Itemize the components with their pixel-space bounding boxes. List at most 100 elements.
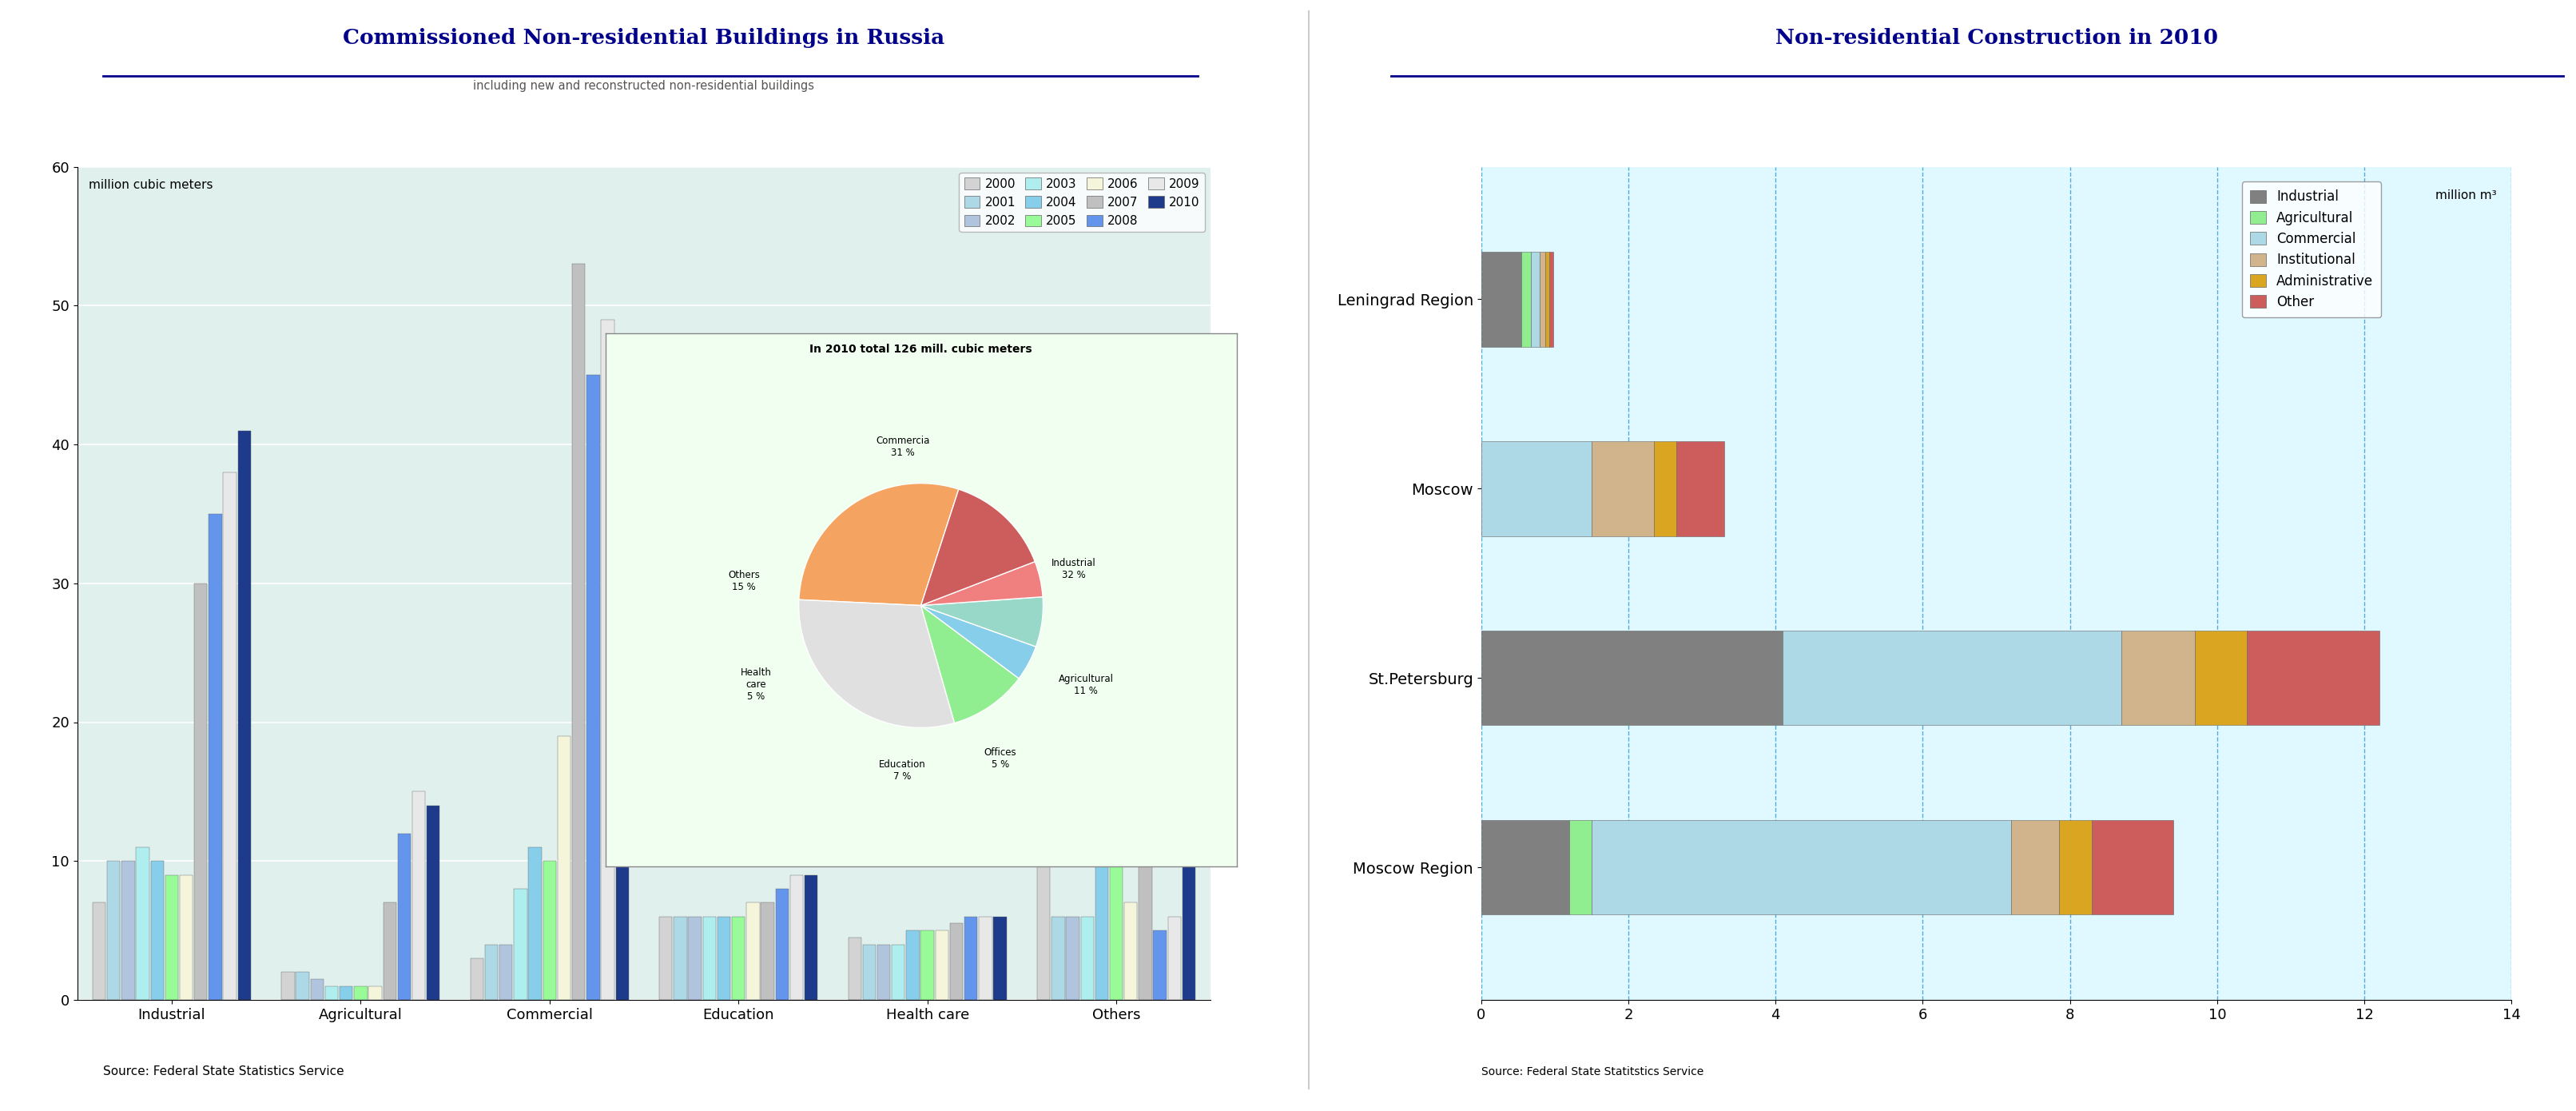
Legend: Industrial, Agricultural, Commercial, Institutional, Administrative, Other: Industrial, Agricultural, Commercial, In… [2241, 181, 2380, 318]
Bar [412, 791, 425, 1000]
Bar [353, 987, 368, 1000]
Bar [397, 833, 410, 1000]
Bar [994, 917, 1007, 1000]
Bar [528, 847, 541, 1000]
Bar [951, 923, 963, 1000]
Bar [281, 972, 294, 1000]
Bar [1167, 917, 1180, 1000]
Text: million cubic meters: million cubic meters [88, 179, 214, 191]
Bar [1095, 667, 1108, 1000]
Bar [920, 931, 935, 1000]
Bar [484, 944, 497, 1000]
Bar [760, 902, 773, 1000]
Bar [675, 917, 688, 1000]
Bar [791, 875, 804, 1000]
Bar [1592, 441, 1654, 536]
Bar [1569, 820, 1592, 914]
Text: Commercia
31 %: Commercia 31 % [876, 436, 930, 458]
Text: Commissioned Non-residential Buildings in Russia: Commissioned Non-residential Buildings i… [343, 28, 945, 48]
Bar [863, 944, 876, 1000]
Bar [108, 861, 121, 1000]
Wedge shape [922, 489, 1036, 605]
Bar [1082, 917, 1095, 1000]
Bar [2195, 631, 2246, 725]
Text: Offices
5 %: Offices 5 % [984, 747, 1018, 770]
Bar [1051, 917, 1064, 1000]
Bar [180, 875, 193, 1000]
Bar [1182, 735, 1195, 1000]
Bar [1530, 252, 1540, 347]
Bar [1546, 252, 1551, 347]
Bar [878, 944, 891, 1000]
Bar [716, 917, 732, 1000]
Bar [1123, 902, 1139, 1000]
Bar [1592, 820, 2012, 914]
Bar [1139, 624, 1151, 1000]
Bar [193, 583, 206, 1000]
Wedge shape [922, 597, 1043, 647]
Bar [1110, 667, 1123, 1000]
Wedge shape [922, 605, 1036, 679]
Bar [587, 376, 600, 1000]
Bar [2246, 631, 2380, 725]
Bar [312, 979, 325, 1000]
Bar [1654, 441, 1677, 536]
Text: Industrial
32 %: Industrial 32 % [1051, 558, 1095, 580]
Bar [149, 861, 165, 1000]
Text: Agricultural
11 %: Agricultural 11 % [1059, 673, 1113, 697]
Bar [1540, 252, 1546, 347]
Bar [1154, 931, 1167, 1000]
Text: million m³: million m³ [2437, 189, 2496, 201]
Text: In 2010 total 126 mill. cubic meters: In 2010 total 126 mill. cubic meters [809, 344, 1033, 356]
Text: Source: Federal State Statitstics Service: Source: Federal State Statitstics Servic… [1481, 1067, 1703, 1078]
Bar [2123, 631, 2195, 725]
Bar [2012, 820, 2058, 914]
Bar [1522, 252, 1530, 347]
Bar [93, 902, 106, 1000]
Wedge shape [799, 483, 958, 605]
Bar [500, 944, 513, 1000]
Bar [848, 938, 860, 1000]
Bar [732, 917, 744, 1000]
Bar [1481, 631, 1783, 725]
Bar [1481, 441, 1592, 536]
Text: Others
15 %: Others 15 % [729, 570, 760, 592]
Text: Source: Federal State Statistics Service: Source: Federal State Statistics Service [103, 1065, 345, 1078]
Bar [1677, 441, 1723, 536]
Wedge shape [799, 600, 956, 728]
Bar [804, 875, 817, 1000]
Bar [891, 944, 904, 1000]
Bar [703, 917, 716, 1000]
Bar [775, 889, 788, 1000]
Wedge shape [922, 561, 1043, 605]
Bar [296, 972, 309, 1000]
Wedge shape [922, 605, 1020, 723]
Bar [428, 805, 440, 1000]
Bar [963, 917, 976, 1000]
Bar [224, 472, 237, 1000]
Text: including new and reconstructed non-residential buildings: including new and reconstructed non-resi… [474, 80, 814, 92]
Bar [471, 958, 484, 1000]
Bar [2058, 820, 2092, 914]
Bar [121, 861, 134, 1000]
Bar [237, 430, 250, 1000]
Bar [572, 263, 585, 1000]
Bar [935, 931, 948, 1000]
Bar [1038, 833, 1051, 1000]
Bar [209, 513, 222, 1000]
Bar [165, 875, 178, 1000]
Legend: 2000, 2001, 2002, 2003, 2004, 2005, 2006, 2007, 2008, 2009, 2010: 2000, 2001, 2002, 2003, 2004, 2005, 2006… [958, 172, 1206, 232]
Bar [384, 902, 397, 1000]
Bar [979, 917, 992, 1000]
Bar [340, 987, 353, 1000]
Bar [544, 861, 556, 1000]
Bar [1481, 820, 1569, 914]
Bar [907, 931, 920, 1000]
Bar [600, 320, 613, 1000]
Bar [325, 987, 337, 1000]
Bar [616, 458, 629, 1000]
Bar [659, 917, 672, 1000]
Bar [2092, 820, 2174, 914]
Bar [368, 987, 381, 1000]
Bar [556, 735, 572, 1000]
